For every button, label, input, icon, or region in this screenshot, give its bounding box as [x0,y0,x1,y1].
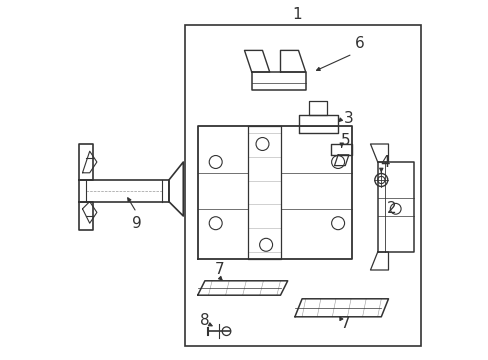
Text: 7: 7 [340,316,349,332]
Text: 8: 8 [200,313,209,328]
Text: 7: 7 [214,262,224,278]
Text: 6: 6 [354,36,364,51]
Text: 5: 5 [340,133,349,148]
Text: 2: 2 [386,201,396,216]
Text: 9: 9 [131,216,141,231]
Text: 4: 4 [379,154,389,170]
Text: 1: 1 [291,7,301,22]
Text: 3: 3 [344,111,353,126]
Bar [185,25,420,346]
